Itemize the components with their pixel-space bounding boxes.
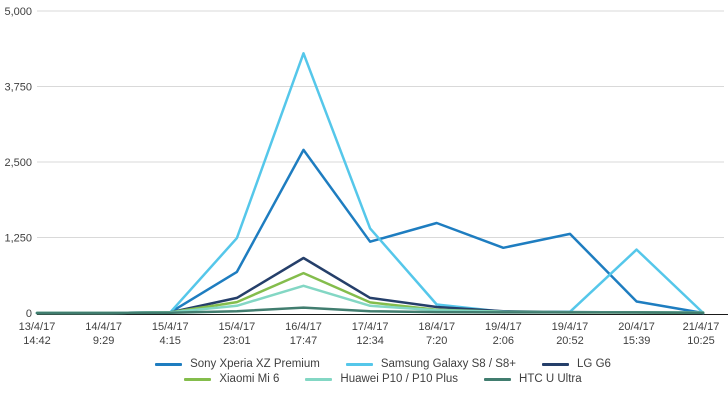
legend: Sony Xperia XZ Premium Samsung Galaxy S8 … [0, 358, 728, 385]
x-tick-date: 20/4/17 [618, 321, 655, 333]
x-tick-time: 23:01 [223, 335, 251, 347]
x-tick-date: 21/4/17 [683, 321, 720, 333]
y-tick-label: 5,000 [4, 6, 32, 18]
legend-label: Samsung Galaxy S8 / S8+ [380, 358, 517, 370]
legend-label: LG G6 [577, 358, 611, 370]
legend-item-huawei-p10-p10-plus[interactable]: Huawei P10 / P10 Plus [305, 373, 458, 385]
x-tick-date: 19/4/17 [485, 321, 522, 333]
x-tick-time: 2:06 [493, 335, 514, 347]
legend-label: Xiaomi Mi 6 [219, 373, 280, 385]
series-line-samsung-galaxy-s8-s8 [35, 52, 705, 315]
x-tick-date: 18/4/17 [418, 321, 455, 333]
x-tick-date: 17/4/17 [352, 321, 389, 333]
legend-swatch [305, 377, 333, 381]
series-line-sony-xperia-xz-premium [35, 148, 705, 315]
legend-swatch [542, 362, 570, 366]
plot-area: 0 1,250 2,500 3,750 5,000 13/4/17 14:42 14/4/17… [4, 6, 728, 347]
x-tick-time: 10:25 [687, 335, 715, 347]
legend-label: Huawei P10 / P10 Plus [340, 373, 459, 385]
x-tick-time: 20:52 [556, 335, 584, 347]
y-tick-label: 1,250 [4, 233, 32, 245]
legend-row: Xiaomi Mi 6 Huawei P10 / P10 Plus HTC U Ul… [184, 373, 582, 385]
x-tick-time: 4:15 [160, 335, 181, 347]
x-tick-time: 15:39 [623, 335, 651, 347]
y-tick-label: 3,750 [4, 82, 32, 94]
x-tick-date: 16/4/17 [285, 321, 322, 333]
x-tick-date: 15/4/17 [152, 321, 189, 333]
legend-item-xiaomi-mi-6[interactable]: Xiaomi Mi 6 [184, 373, 279, 385]
legend-label: HTC U Ultra [519, 373, 582, 385]
x-tick-date: 19/4/17 [552, 321, 589, 333]
x-tick-time: 7:20 [426, 335, 447, 347]
legend-swatch [345, 362, 373, 366]
x-tick-time: 12:34 [356, 335, 384, 347]
x-tick-date: 14/4/17 [85, 321, 122, 333]
x-tick-time: 14:42 [23, 335, 51, 347]
legend-item-sony-xperia-xz-premium[interactable]: Sony Xperia XZ Premium [155, 358, 320, 370]
legend-row: Sony Xperia XZ Premium Samsung Galaxy S8 … [155, 358, 611, 370]
legend-swatch [155, 362, 183, 366]
legend-item-htc-u-ultra[interactable]: HTC U Ultra [484, 373, 582, 385]
x-tick-time: 17:47 [290, 335, 318, 347]
series-line-huawei-p10-p10-plus [35, 284, 705, 315]
legend-swatch [484, 377, 512, 381]
y-tick-label: 0 [26, 308, 32, 320]
x-tick-time: 9:29 [93, 335, 114, 347]
legend-item-samsung-galaxy-s8-s8[interactable]: Samsung Galaxy S8 / S8+ [345, 358, 517, 370]
series-line-htc-u-ultra [35, 306, 705, 315]
x-tick-date: 15/4/17 [219, 321, 256, 333]
x-tick-date: 13/4/17 [19, 321, 56, 333]
legend-swatch [184, 377, 212, 381]
y-tick-label: 2,500 [4, 157, 32, 169]
legend-label: Sony Xperia XZ Premium [190, 358, 320, 370]
legend-item-lg-g6[interactable]: LG G6 [542, 358, 611, 370]
